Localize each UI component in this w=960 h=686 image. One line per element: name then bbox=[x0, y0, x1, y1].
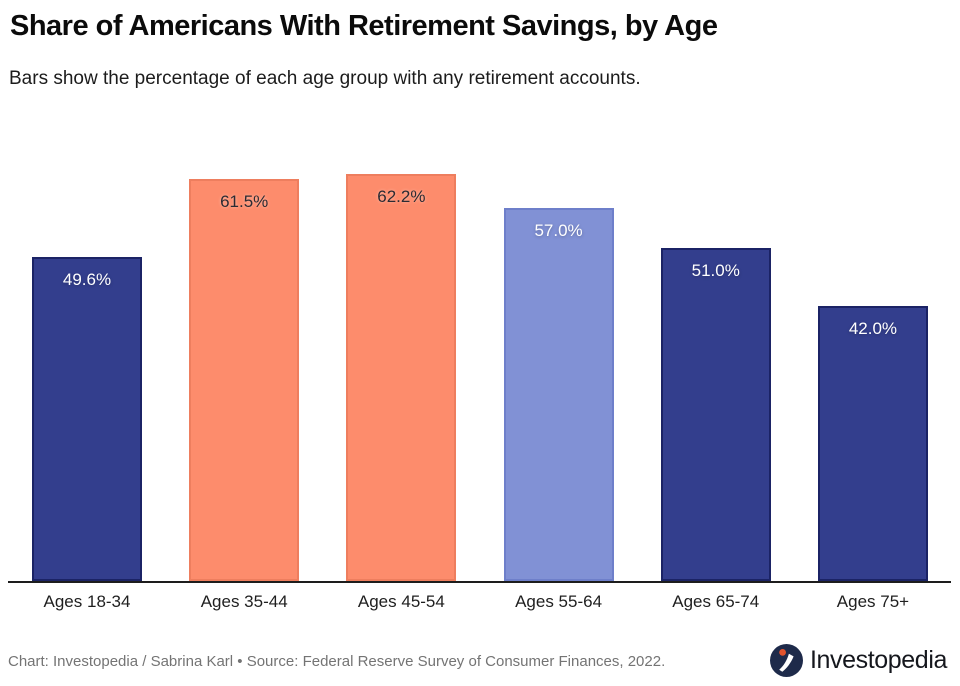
investopedia-logo: Investopedia bbox=[770, 644, 947, 677]
bar: 57.0% bbox=[503, 208, 614, 581]
category-label: Ages 18-34 bbox=[43, 592, 131, 611]
category-label: Ages 75+ bbox=[836, 592, 910, 611]
category-label: Ages 45-54 bbox=[357, 592, 445, 611]
bar: 61.5% bbox=[189, 179, 300, 581]
category-label: Ages 55-64 bbox=[515, 592, 603, 611]
bar: 49.6% bbox=[32, 256, 142, 581]
category-label: Ages 65-74 bbox=[672, 592, 760, 611]
chart-title: Share of Americans With Retirement Savin… bbox=[10, 10, 718, 42]
bar: 42.0% bbox=[817, 306, 928, 581]
category-labels: Ages 18-34 Ages 35-44 Ages 45-54 Ages 55-64… bbox=[32, 592, 928, 612]
bar-value-label: 42.0% bbox=[848, 319, 898, 339]
chart-credit: Chart: Investopedia / Sabrina Karl • Sou… bbox=[8, 653, 666, 670]
chart-subtitle: Bars show the percentage of each age gro… bbox=[9, 68, 641, 89]
x-axis-line bbox=[8, 581, 951, 583]
investopedia-logo-text: Investopedia bbox=[810, 646, 947, 674]
bar-value-label: 57.0% bbox=[534, 221, 583, 241]
bar-value-label: 61.5% bbox=[220, 192, 269, 211]
investopedia-logo-icon bbox=[770, 644, 803, 677]
bar-value-label: 51.0% bbox=[691, 260, 740, 280]
bar: 51.0% bbox=[660, 247, 771, 581]
bar-value-label: 62.2% bbox=[377, 187, 426, 207]
category-label: Ages 35-44 bbox=[200, 592, 288, 611]
bar: 62.2% bbox=[346, 174, 457, 581]
bar-value-label: 49.6% bbox=[62, 269, 112, 289]
plot-area: 49.6% 61.5% 62.2% 57.0% 51.0% 42.0% bbox=[32, 143, 928, 581]
